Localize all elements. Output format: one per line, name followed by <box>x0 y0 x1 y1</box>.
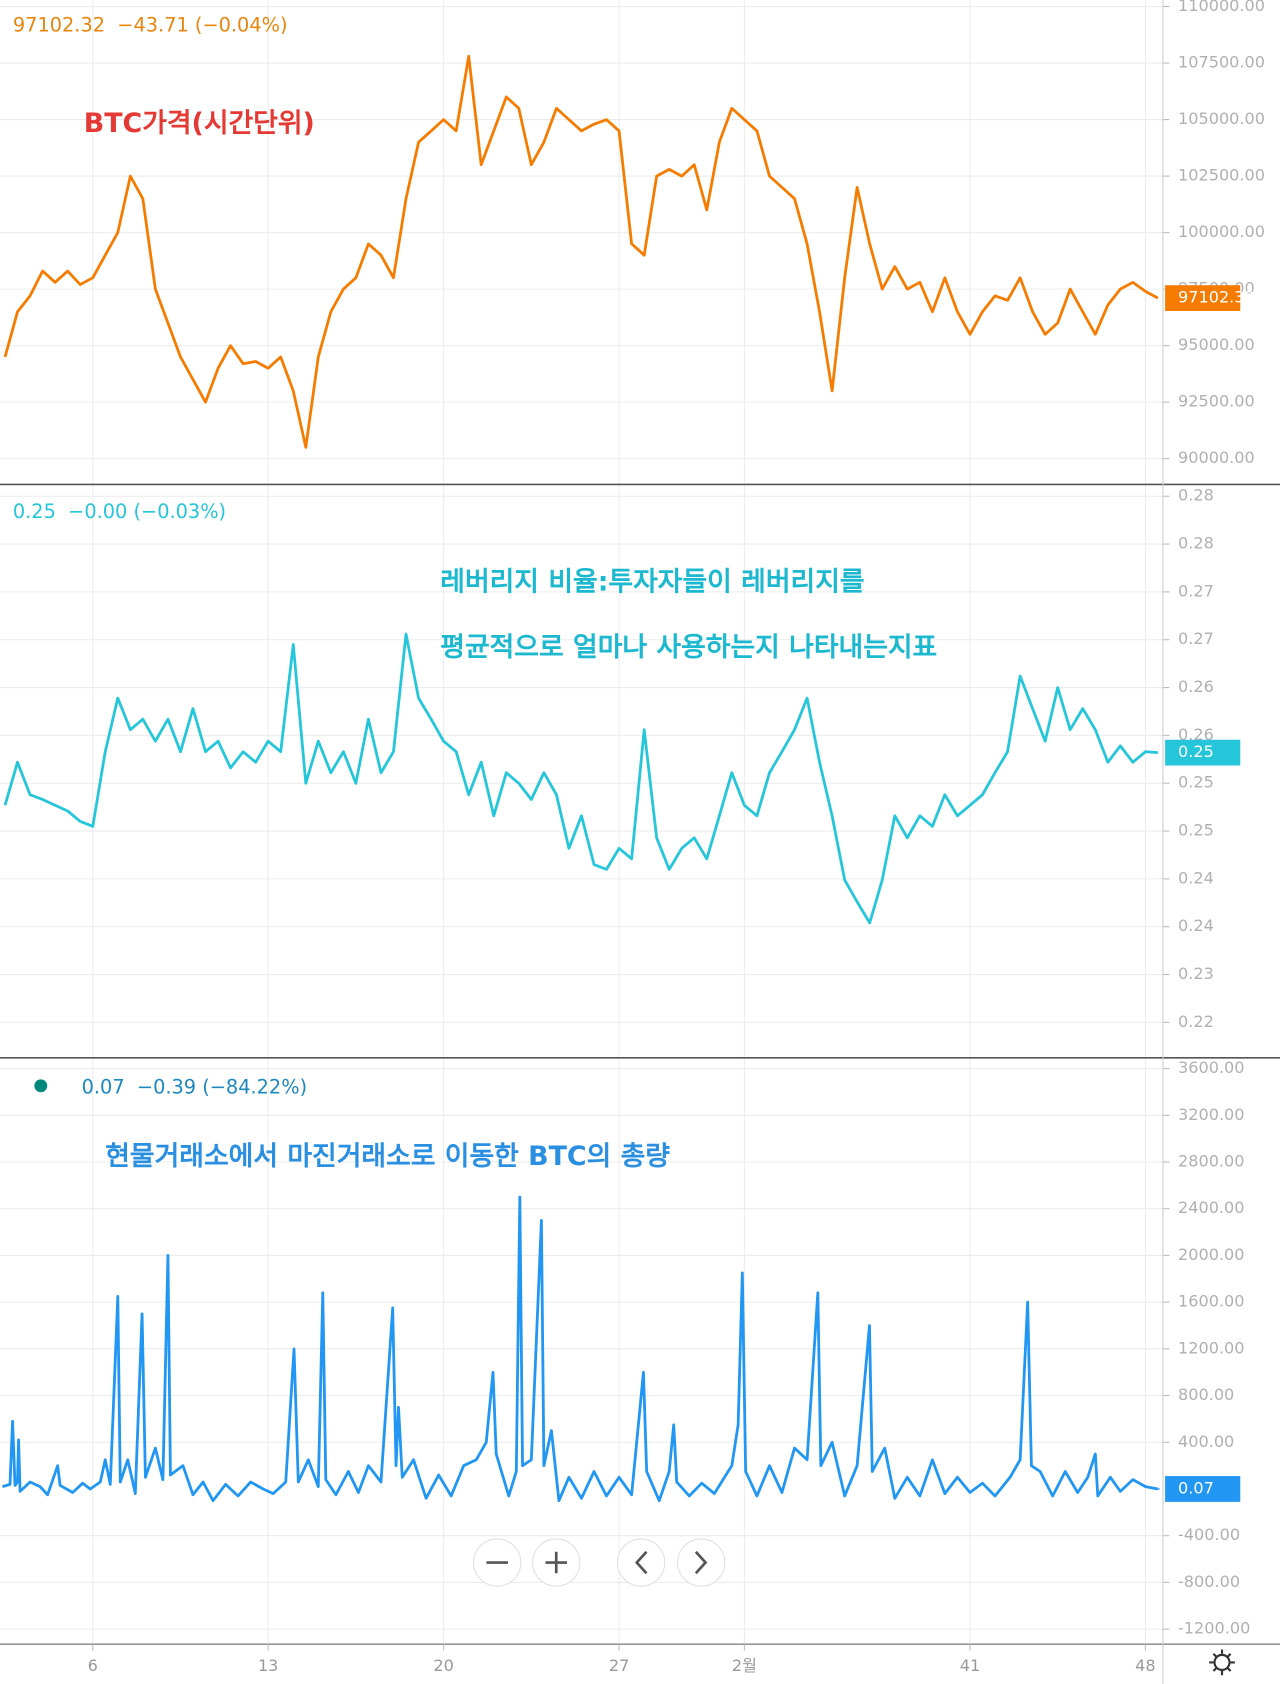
y-tick-label: 0.26 <box>1178 725 1214 744</box>
y-tick-label: 90000.00 <box>1178 448 1255 467</box>
settings-icon <box>1213 1653 1231 1671</box>
legend-header: 0.25 −0.00 (−0.03%) <box>13 500 226 523</box>
y-tick-label: 3600.00 <box>1178 1058 1245 1077</box>
x-tick-label: 2월 <box>732 1656 757 1675</box>
y-tick-label: 3200.00 <box>1178 1105 1245 1124</box>
y-tick-label: 107500.00 <box>1178 53 1265 72</box>
x-tick-label: 27 <box>609 1656 629 1675</box>
x-tick-label: 48 <box>1135 1656 1155 1675</box>
y-tick-label: 0.25 <box>1178 773 1214 792</box>
legend-header: 0.07 −0.39 (−84.22%) <box>82 1075 308 1098</box>
annotation: BTC가격(시간단위) <box>84 108 315 139</box>
y-tick-label: -1200.00 <box>1178 1619 1250 1638</box>
y-tick-label: 92500.00 <box>1178 392 1255 411</box>
y-tick-label: 0.27 <box>1178 629 1214 648</box>
last-value-label: 97102.32 <box>1178 288 1255 307</box>
y-tick-label: 2800.00 <box>1178 1152 1245 1171</box>
series-line <box>2 1195 1159 1503</box>
y-tick-label: 0.22 <box>1178 1012 1214 1031</box>
y-tick-label: 1200.00 <box>1178 1338 1245 1357</box>
last-value-tag <box>1165 285 1241 311</box>
y-tick-label: 0.28 <box>1178 534 1214 553</box>
y-tick-label: 0.28 <box>1178 486 1214 505</box>
y-tick-label: 400.00 <box>1178 1432 1234 1451</box>
left-icon <box>634 1550 648 1575</box>
zoom-in-icon <box>545 1551 567 1574</box>
y-tick-label: 0.26 <box>1178 677 1214 696</box>
y-tick-label: 2000.00 <box>1178 1245 1245 1264</box>
y-tick-label: 110000.00 <box>1178 0 1265 15</box>
annotation: 평균적으로 얼마나 사용하는지 나타내는지표 <box>440 632 937 663</box>
scroll-right-button[interactable] <box>677 1538 726 1587</box>
annotation: 레버리지 비율:투자자들이 레버리지를 <box>440 567 864 598</box>
series-line <box>3 632 1159 925</box>
last-value-label: 0.07 <box>1178 1478 1214 1497</box>
y-tick-label: 105000.00 <box>1178 109 1265 128</box>
right-icon <box>694 1550 708 1575</box>
last-value-tag <box>1165 739 1241 766</box>
last-value-label: 0.25 <box>1178 742 1214 761</box>
pane: 90000.0092500.0095000.0097500.00100000.0… <box>0 0 1280 486</box>
y-tick-label: 1600.00 <box>1178 1292 1245 1311</box>
controls <box>473 1538 1235 1676</box>
y-tick-label: -800.00 <box>1178 1572 1240 1591</box>
series-line <box>3 54 1159 449</box>
x-tick-label: 6 <box>88 1656 98 1675</box>
scroll-left-button[interactable] <box>616 1538 666 1587</box>
legend-header: 97102.32 −43.71 (−0.04%) <box>13 13 288 36</box>
last-value-tag <box>1165 1476 1241 1502</box>
x-tick-label: 20 <box>433 1656 453 1675</box>
y-tick-label: 2400.00 <box>1178 1198 1245 1217</box>
y-tick-label: 0.25 <box>1178 821 1214 840</box>
x-tick-label: 41 <box>960 1656 980 1675</box>
y-tick-label: 100000.00 <box>1178 222 1265 241</box>
annotation: 현물거래소에서 마진거래소로 이동한 BTC의 총량 <box>105 1141 670 1172</box>
y-tick-label: 800.00 <box>1178 1385 1234 1404</box>
x-tick-label: 13 <box>258 1656 278 1675</box>
pane: 0.220.230.240.240.250.250.260.260.270.27… <box>0 485 1280 1059</box>
y-tick-label: 0.23 <box>1178 964 1214 983</box>
settings-button[interactable] <box>1209 1649 1235 1676</box>
y-tick-label: -400.00 <box>1178 1525 1240 1544</box>
pane: -1200.00 -800.00 -400.00 400.00 800.00 1200.0… <box>0 1058 1280 1645</box>
y-tick-label: 0.24 <box>1178 868 1214 887</box>
y-tick-label: 95000.00 <box>1178 335 1255 354</box>
status-dot <box>34 1079 48 1093</box>
y-tick-label: 102500.00 <box>1178 166 1265 185</box>
settings-icon-rays <box>1209 1649 1235 1676</box>
y-tick-label: 0.24 <box>1178 916 1214 935</box>
y-tick-label: 0.27 <box>1178 581 1214 600</box>
